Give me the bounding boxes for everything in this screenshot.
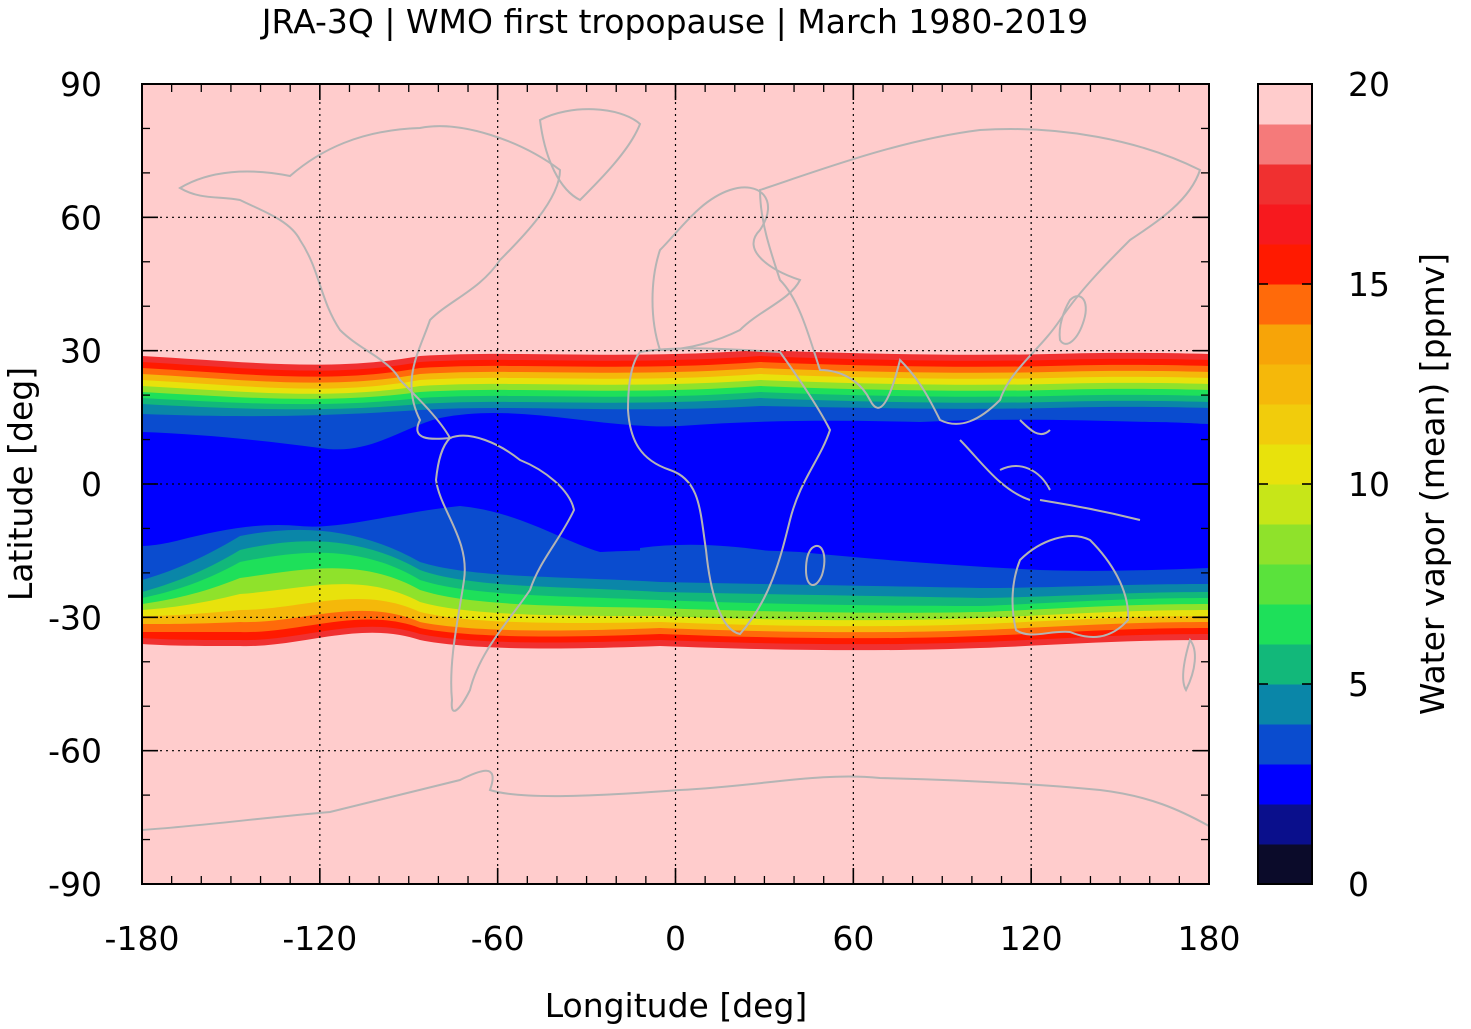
y-tick-label-6: -90 xyxy=(48,865,102,904)
coastline-japan xyxy=(1058,295,1087,345)
colorbar-level-0 xyxy=(1258,844,1312,885)
colorbar-level-12 xyxy=(1258,364,1312,405)
colorbar-level-15 xyxy=(1258,244,1312,285)
coastlines xyxy=(142,108,1209,831)
x-axis-label: Longitude [deg] xyxy=(545,986,808,1025)
colorbar-label: Water vapor (mean) [ppmv] xyxy=(1413,253,1452,715)
colorbar-level-3 xyxy=(1258,724,1312,765)
coastline-new-zealand xyxy=(1182,637,1196,693)
x-tick-labels: -180 -120 -60 0 60 120 180 xyxy=(105,919,1241,958)
coastline-indonesia xyxy=(959,419,1141,521)
colorbar-tick-label-3: 5 xyxy=(1348,665,1369,704)
x-tick-label-4: 60 xyxy=(832,919,874,958)
colorbar-level-18 xyxy=(1258,124,1312,165)
coastline-madagascar xyxy=(804,545,826,586)
colorbar xyxy=(1258,84,1312,885)
x-tick-label-0: -180 xyxy=(105,919,180,958)
page-title: JRA-3Q | WMO first tropopause | March 19… xyxy=(261,2,1089,41)
core-lobe-africa xyxy=(640,544,820,570)
coastline-australia xyxy=(1011,535,1130,638)
coastline-greenland xyxy=(538,108,642,202)
colorbar-level-9 xyxy=(1258,484,1312,525)
colorbar-tick-labels: 20 15 10 5 0 xyxy=(1348,65,1390,904)
colorbar-level-4 xyxy=(1258,684,1312,725)
colorbar-level-2 xyxy=(1258,764,1312,805)
colorbar-tick-label-2: 10 xyxy=(1348,465,1390,504)
coastline-south-america xyxy=(434,434,576,712)
colorbar-level-14 xyxy=(1258,284,1312,325)
colorbar-level-11 xyxy=(1258,404,1312,445)
colorbar-tick-label-1: 15 xyxy=(1348,265,1390,304)
water-vapor-field xyxy=(142,350,1209,651)
coastline-north-america xyxy=(178,125,562,440)
colorbar-level-5 xyxy=(1258,644,1312,685)
minor-ticks xyxy=(142,84,1209,884)
x-tick-label-1: -120 xyxy=(282,919,357,958)
coastline-africa xyxy=(626,347,832,636)
x-tick-label-5: 120 xyxy=(1000,919,1063,958)
y-tick-labels: 90 60 30 0 -30 -60 -90 xyxy=(48,65,102,904)
coastline-asia xyxy=(758,128,1202,425)
y-tick-label-5: -60 xyxy=(48,732,102,771)
y-tick-label-2: 30 xyxy=(60,332,102,371)
colorbar-level-1 xyxy=(1258,804,1312,845)
y-tick-label-1: 60 xyxy=(60,198,102,237)
y-tick-label-3: 0 xyxy=(81,465,102,504)
y-axis-label: Latitude [deg] xyxy=(1,367,40,601)
x-tick-label-2: -60 xyxy=(471,919,525,958)
grid-lines xyxy=(142,84,1209,884)
colorbar-tick-label-4: 0 xyxy=(1348,865,1369,904)
colorbar-level-19 xyxy=(1258,84,1312,125)
colorbar-ticks xyxy=(1258,83,1312,885)
colorbar-level-16 xyxy=(1258,204,1312,245)
x-tick-label-6: 180 xyxy=(1178,919,1241,958)
field-tropical-core xyxy=(142,413,1209,571)
plot-frame xyxy=(141,83,1210,885)
colorbar-level-6 xyxy=(1258,604,1312,645)
colorbar-tick-label-0: 20 xyxy=(1348,65,1390,104)
colorbar-level-17 xyxy=(1258,164,1312,205)
colorbar-level-10 xyxy=(1258,444,1312,485)
colorbar-level-8 xyxy=(1258,524,1312,565)
colorbar-level-13 xyxy=(1258,324,1312,365)
colorbar-level-7 xyxy=(1258,564,1312,605)
y-tick-label-0: 90 xyxy=(60,65,102,104)
y-tick-label-4: -30 xyxy=(48,598,102,637)
x-tick-label-3: 0 xyxy=(665,919,686,958)
coastline-antarctica xyxy=(142,769,1209,831)
